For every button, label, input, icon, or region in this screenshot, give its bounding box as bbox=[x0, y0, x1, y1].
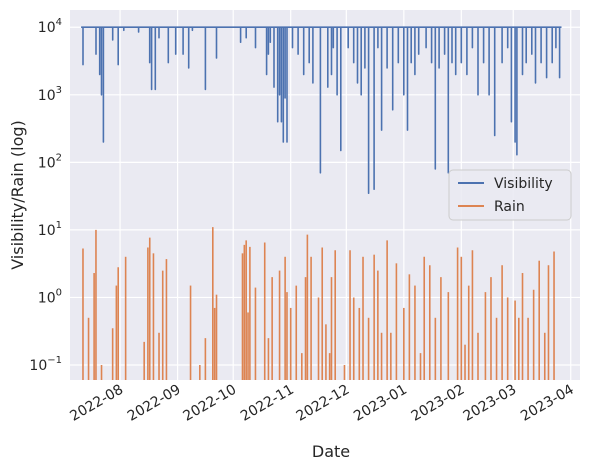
legend: Visibility Rain bbox=[448, 169, 572, 221]
y-tick-label: 103 bbox=[38, 85, 62, 104]
x-axis-label: Date bbox=[312, 442, 350, 461]
y-tick-label: 104 bbox=[38, 17, 62, 36]
x-ticks: 2022-082022-092022-102022-112022-122023-… bbox=[67, 382, 576, 425]
y-tick-base: 10 bbox=[38, 290, 56, 306]
y-tick-label: 102 bbox=[38, 152, 62, 171]
legend-label: Rain bbox=[494, 199, 525, 215]
series-visibility-line bbox=[81, 26, 562, 194]
y-tick-exp: −1 bbox=[47, 355, 62, 366]
y-tick-base: 10 bbox=[29, 358, 47, 374]
y-tick-exp: 2 bbox=[56, 152, 62, 163]
x-tick-label: 2022-10 bbox=[181, 382, 240, 425]
x-tick-label: 2023-04 bbox=[518, 382, 577, 425]
series-layer bbox=[81, 26, 562, 380]
y-tick-label: 100 bbox=[38, 287, 62, 306]
x-tick-label: 2023-03 bbox=[461, 382, 520, 425]
y-axis-label: Visibility/Rain (log) bbox=[8, 120, 27, 270]
x-tick-label: 2022-08 bbox=[67, 382, 126, 425]
y-tick-exp: 4 bbox=[56, 17, 62, 28]
y-tick-base: 10 bbox=[38, 20, 56, 36]
legend-label: Visibility bbox=[494, 176, 553, 192]
y-tick-label: 101 bbox=[38, 220, 62, 239]
y-tick-base: 10 bbox=[38, 223, 56, 239]
x-tick-label: 2022-12 bbox=[294, 382, 353, 425]
y-tick-label: 10−1 bbox=[29, 355, 62, 374]
x-tick-label: 2023-01 bbox=[351, 382, 410, 425]
y-tick-exp: 0 bbox=[56, 287, 62, 298]
x-tick-label: 2022-11 bbox=[238, 382, 297, 425]
y-tick-base: 10 bbox=[38, 155, 56, 171]
x-tick-label: 2022-09 bbox=[125, 382, 184, 425]
y-tick-base: 10 bbox=[38, 88, 56, 104]
y-tick-exp: 3 bbox=[56, 85, 62, 96]
x-tick-label: 2023-02 bbox=[409, 382, 468, 425]
y-tick-exp: 1 bbox=[56, 220, 62, 231]
